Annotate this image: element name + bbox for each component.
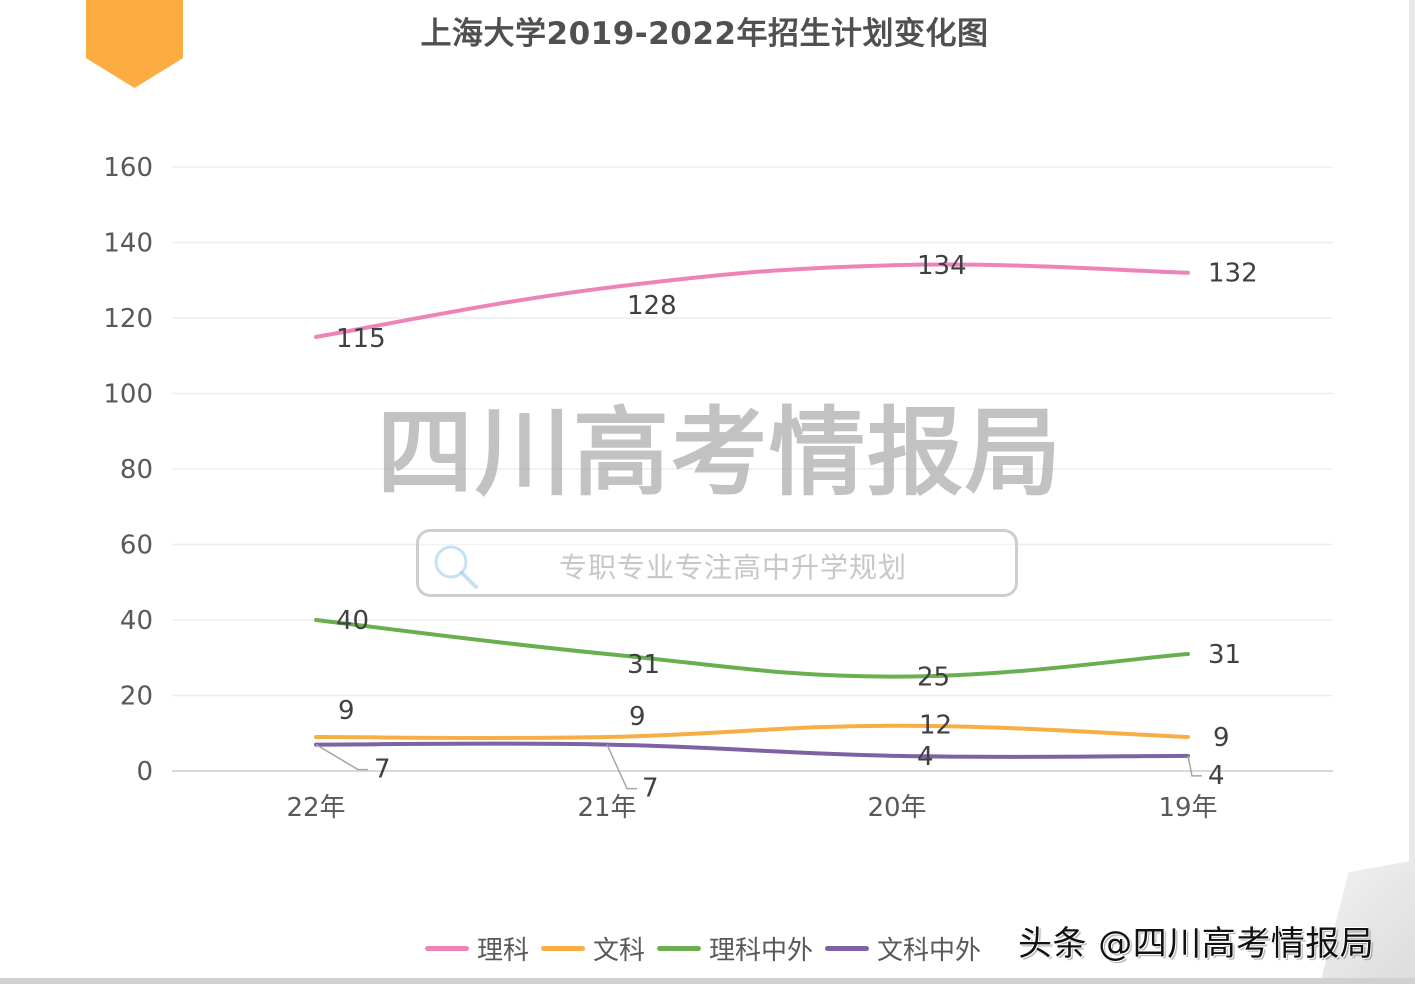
- y-tick-label: 160: [103, 153, 153, 183]
- data-label: 9: [338, 696, 355, 726]
- data-label: 132: [1208, 259, 1258, 289]
- data-label: 7: [374, 755, 391, 785]
- legend-item-like-sino-foreign[interactable]: 理科中外: [657, 930, 813, 967]
- y-tick-label: 80: [120, 455, 153, 485]
- search-icon: [434, 545, 478, 589]
- data-label: 31: [1208, 640, 1241, 670]
- y-tick-label: 140: [103, 229, 153, 259]
- legend-item-wenke-sino-foreign[interactable]: 文科中外: [825, 930, 981, 967]
- data-label: 134: [917, 251, 967, 281]
- chart-title: 上海大学2019-2022年招生计划变化图: [420, 16, 989, 52]
- legend-item-like[interactable]: 理科: [425, 930, 529, 967]
- y-tick-label: 100: [103, 380, 153, 410]
- series-line[interactable]: [314, 618, 1190, 679]
- series-line[interactable]: [314, 723, 1190, 741]
- watermark-text: 四川高考情报局: [377, 397, 1063, 509]
- legend-label: 理科中外: [709, 935, 814, 966]
- y-tick-label: 0: [136, 757, 153, 787]
- y-tick-label: 60: [120, 531, 153, 561]
- data-label: 9: [1213, 723, 1230, 753]
- y-tick-label: 120: [103, 304, 153, 334]
- data-label: 25: [917, 663, 950, 693]
- legend-item-wenke[interactable]: 文科: [541, 930, 645, 967]
- x-axis-ticks: 22年 21年 20年 19年: [286, 793, 1217, 823]
- legend-swatch-purple: [825, 945, 870, 951]
- data-label: 40: [336, 606, 369, 636]
- y-tick-label: 20: [120, 682, 153, 712]
- series-line[interactable]: [314, 741, 1190, 759]
- source-credit: 头条 @四川高考情报局: [1018, 924, 1375, 964]
- data-label: 31: [627, 650, 660, 680]
- y-axis-ticks: 0 20 40 60 80 100 120 140 160: [103, 153, 153, 787]
- watermark-slogan: 专职专业专注高中升学规划: [559, 551, 908, 584]
- legend-swatch-green: [657, 945, 702, 951]
- data-labels: 115 128 134 132 9 9 12 9 40 31 25 31 7 7 4 4: [315, 251, 1258, 804]
- leader-line: [315, 743, 368, 771]
- leader-line: [1187, 755, 1202, 777]
- legend-swatch-orange: [541, 945, 586, 951]
- data-label: 7: [642, 774, 659, 804]
- gridlines: [172, 166, 1333, 772]
- x-tick-label: 21年: [577, 793, 636, 823]
- legend-label: 文科: [593, 935, 646, 966]
- right-edge-bar: [1409, 0, 1415, 984]
- x-tick-label: 19年: [1158, 793, 1217, 823]
- legend-label: 理科: [477, 935, 530, 966]
- data-label: 4: [1208, 761, 1225, 791]
- data-label: 12: [919, 711, 952, 741]
- bottom-edge-bar: [0, 978, 1415, 984]
- legend-label: 文科中外: [877, 935, 982, 966]
- series-lines: [314, 262, 1190, 759]
- x-tick-label: 22年: [286, 793, 345, 823]
- watermark-search-box: 专职专业专注高中升学规划: [416, 529, 1018, 597]
- y-tick-label: 40: [120, 606, 153, 636]
- chart-legend: 理科 文科 理科中外 文科中外: [425, 930, 993, 966]
- leader-line: [606, 744, 637, 790]
- data-label: 128: [627, 291, 677, 321]
- series-line[interactable]: [314, 262, 1190, 339]
- data-label: 9: [629, 702, 646, 732]
- legend-swatch-pink: [425, 945, 469, 951]
- x-tick-label: 20年: [867, 793, 926, 823]
- data-label: 115: [336, 324, 386, 354]
- data-label: 4: [917, 742, 934, 772]
